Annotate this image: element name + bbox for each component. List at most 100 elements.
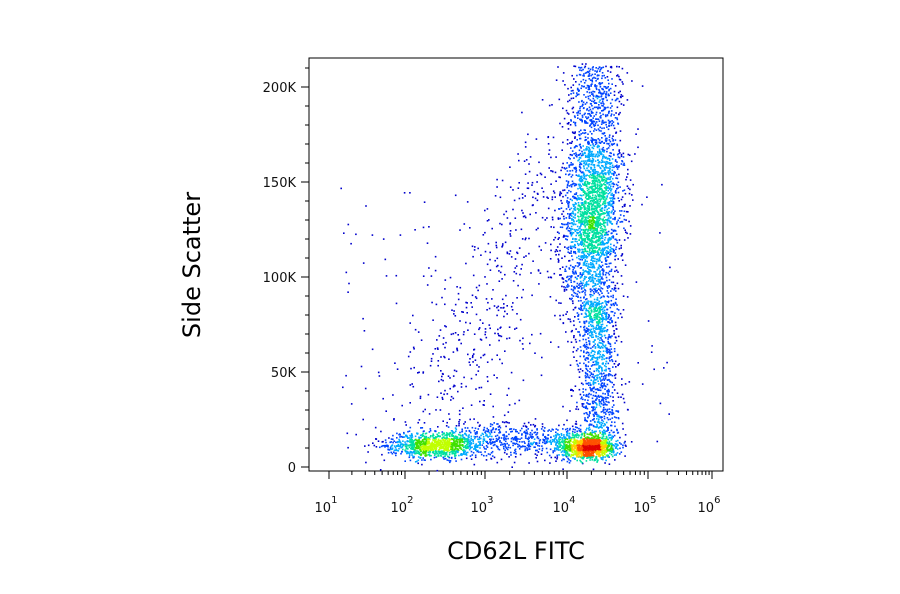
data-point (600, 194, 603, 197)
data-point (568, 462, 571, 464)
data-point (596, 205, 598, 207)
data-point (536, 436, 539, 438)
data-point (597, 106, 599, 108)
data-point (584, 294, 587, 296)
data-point (447, 433, 450, 436)
data-point (610, 185, 612, 188)
data-point (609, 246, 612, 249)
data-point (615, 183, 618, 186)
data-point (611, 455, 614, 458)
data-point (615, 233, 618, 235)
data-point (602, 194, 605, 197)
data-point (431, 442, 433, 444)
data-point (580, 288, 583, 290)
data-point (557, 238, 559, 240)
data-point (457, 450, 459, 453)
data-point (577, 249, 580, 252)
data-point (583, 205, 585, 208)
data-point (385, 444, 387, 447)
data-point (610, 453, 613, 456)
data-point (476, 431, 478, 434)
data-point (433, 452, 436, 455)
data-point (587, 233, 590, 236)
data-point (582, 214, 585, 216)
data-point (517, 446, 519, 448)
data-point (475, 449, 477, 451)
data-point (625, 445, 627, 447)
data-point (398, 445, 401, 448)
data-point (439, 447, 441, 450)
data-point (576, 199, 578, 201)
data-point (583, 277, 586, 280)
data-point (456, 440, 459, 443)
data-point (464, 440, 467, 442)
data-point (584, 431, 587, 434)
data-point (580, 238, 583, 240)
data-point (451, 456, 453, 459)
data-point (565, 238, 567, 240)
data-point (417, 459, 420, 462)
data-point (553, 438, 556, 440)
data-point (494, 441, 496, 443)
data-point (459, 447, 461, 449)
data-point (591, 204, 594, 207)
data-point (489, 425, 492, 428)
data-point (572, 205, 575, 208)
data-point (610, 124, 613, 127)
data-point (467, 437, 469, 440)
data-point (421, 449, 423, 451)
data-point (584, 283, 586, 286)
data-point (517, 438, 519, 440)
data-point (574, 132, 576, 135)
data-point (464, 453, 467, 456)
data-point (470, 442, 473, 444)
data-point (608, 134, 611, 136)
data-point (595, 96, 597, 98)
data-point (599, 209, 602, 212)
data-point (557, 449, 560, 451)
data-point (595, 141, 598, 143)
data-point (379, 446, 381, 449)
data-point (590, 242, 593, 244)
data-point (452, 438, 454, 440)
data-point (559, 249, 561, 252)
data-point (584, 229, 587, 232)
data-point (405, 443, 408, 446)
data-point (440, 450, 442, 453)
data-point (468, 444, 471, 447)
data-point (583, 287, 585, 289)
data-point (574, 217, 576, 219)
data-point (574, 251, 576, 253)
data-point (563, 288, 566, 291)
data-point (594, 172, 597, 174)
data-point (415, 444, 418, 447)
data-point (429, 455, 431, 457)
data-point (604, 234, 606, 236)
data-point (444, 457, 447, 460)
data-point (455, 440, 458, 443)
data-point (517, 432, 520, 434)
data-point (534, 431, 537, 434)
data-point (536, 436, 539, 439)
data-point (470, 458, 473, 460)
data-point (577, 451, 579, 454)
data-point (568, 99, 571, 102)
data-point (591, 139, 594, 141)
data-point (580, 282, 583, 284)
data-point (581, 291, 583, 293)
data-point (577, 117, 579, 119)
data-point (629, 225, 632, 227)
data-point (503, 433, 505, 436)
data-point (617, 181, 620, 183)
data-point (418, 438, 420, 441)
data-point (463, 438, 466, 441)
data-point (585, 163, 588, 165)
data-point (570, 225, 573, 228)
data-point (409, 439, 411, 442)
data-point (573, 153, 575, 155)
data-point (514, 449, 516, 452)
data-point (506, 448, 509, 451)
data-point (476, 444, 478, 447)
data-point (587, 271, 589, 274)
data-point (570, 215, 573, 217)
